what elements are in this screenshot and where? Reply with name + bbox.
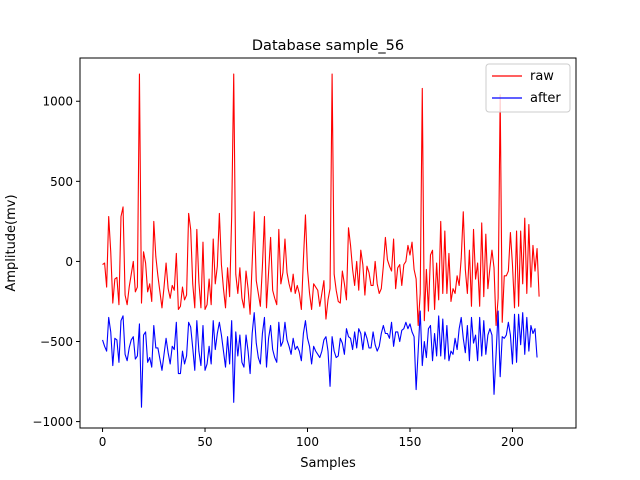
plot-area	[79, 57, 577, 429]
legend-label-after: after	[530, 91, 561, 106]
series-line-raw	[102, 73, 540, 327]
chart-title: Database sample_56	[252, 38, 404, 54]
y-axis: −1000 −500 0 500 1000	[32, 95, 80, 429]
x-tick-label: 150	[399, 435, 422, 449]
y-tick-label: 1000	[42, 95, 73, 109]
x-tick-label: 200	[501, 435, 524, 449]
x-tick-label: 100	[296, 435, 319, 449]
y-tick-label: 0	[65, 255, 73, 269]
y-tick-label: 500	[50, 175, 73, 189]
y-axis-label: Amplitude(mv)	[4, 194, 19, 291]
x-tick-label: 50	[197, 435, 212, 449]
x-axis-label: Samples	[300, 456, 356, 471]
plot-frame	[79, 57, 577, 429]
legend-label-raw: raw	[530, 69, 554, 84]
x-tick-label: 0	[99, 435, 107, 449]
x-axis: 0 50 100 150 200	[99, 428, 524, 449]
series-line-after	[102, 310, 538, 408]
y-tick-label: −1000	[32, 415, 73, 429]
y-tick-label: −500	[40, 335, 73, 349]
legend: raw after	[485, 63, 571, 113]
series-layer	[102, 73, 540, 408]
